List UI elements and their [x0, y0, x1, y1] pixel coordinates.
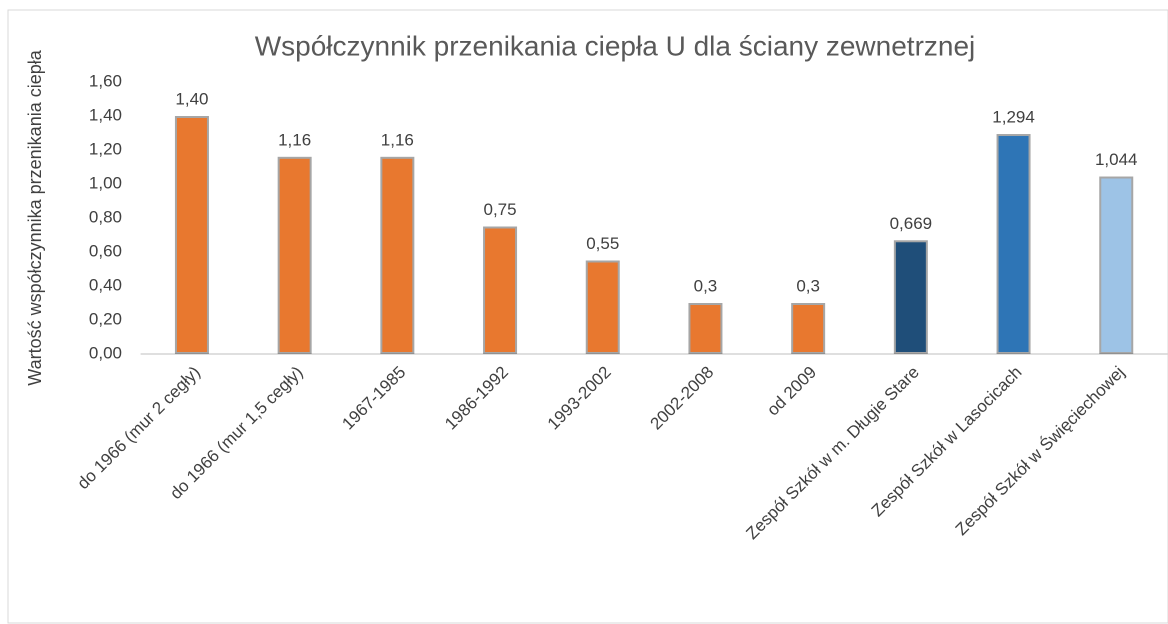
- chart-title: Współczynnik przenikania ciepła U dla śc…: [255, 30, 976, 61]
- bar: [895, 242, 926, 352]
- y-tick-label: 0,60: [89, 241, 122, 260]
- y-tick-label: 0,20: [89, 309, 122, 328]
- bar: [690, 305, 721, 352]
- value-label: 1,16: [381, 130, 414, 149]
- y-tick-label: 1,40: [89, 105, 122, 124]
- value-label: 0,3: [694, 276, 718, 295]
- bar: [998, 136, 1029, 352]
- bar: [485, 228, 516, 352]
- y-tick-label: 1,60: [89, 71, 122, 90]
- value-label: 1,16: [278, 130, 311, 149]
- value-label: 0,55: [586, 234, 619, 253]
- y-tick-label: 1,20: [89, 139, 122, 158]
- value-label: 0,3: [796, 276, 820, 295]
- bar: [587, 262, 618, 352]
- y-tick-label: 0,40: [89, 275, 122, 294]
- value-label: 0,75: [484, 200, 517, 219]
- value-label: 1,294: [992, 108, 1035, 127]
- bar: [382, 158, 413, 352]
- bar: [1101, 178, 1132, 352]
- y-tick-label: 0,80: [89, 207, 122, 226]
- bar: [176, 118, 207, 352]
- y-axis-label: Wartość współczynnika przenikania ciepła: [25, 49, 45, 385]
- bar: [279, 158, 310, 352]
- value-label: 1,044: [1095, 150, 1138, 169]
- y-tick-label: 1,00: [89, 173, 122, 192]
- value-label: 1,40: [175, 89, 208, 108]
- value-label: 0,669: [890, 214, 933, 233]
- bar: [793, 305, 824, 352]
- y-tick-label: 0,00: [89, 343, 122, 362]
